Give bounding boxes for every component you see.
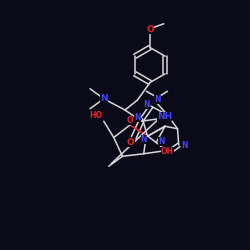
Text: O: O (127, 138, 134, 147)
Text: N: N (158, 137, 164, 146)
Text: HO: HO (90, 110, 103, 120)
Text: O: O (127, 116, 133, 125)
Text: N: N (154, 95, 161, 104)
Text: NH: NH (156, 112, 172, 121)
Text: O: O (146, 26, 154, 35)
Text: OH: OH (161, 147, 174, 156)
Text: N: N (140, 135, 147, 144)
Text: N: N (100, 94, 108, 103)
Text: N: N (181, 140, 188, 149)
Text: N: N (144, 100, 150, 110)
Text: N: N (134, 113, 141, 122)
